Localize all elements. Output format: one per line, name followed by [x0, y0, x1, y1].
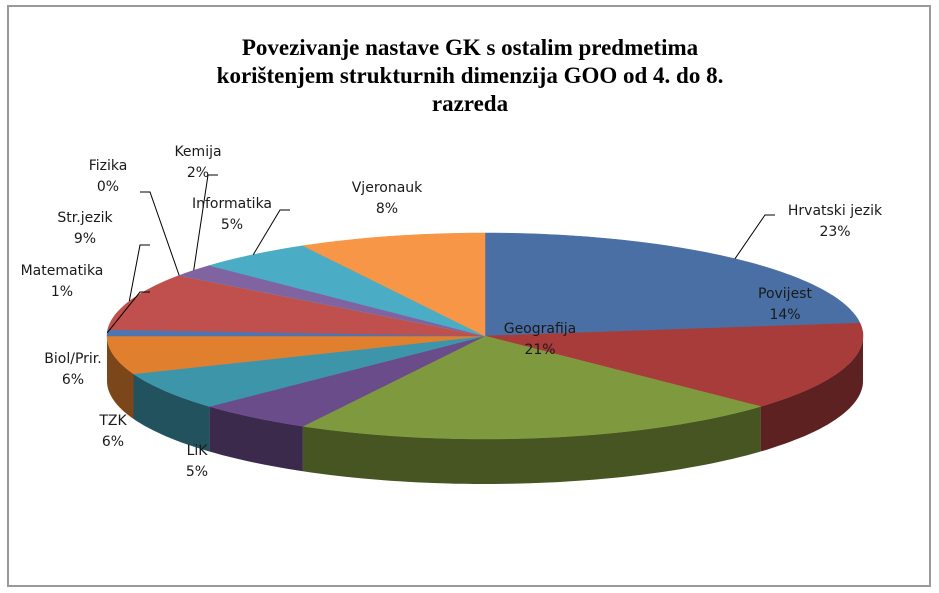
category-label: Fizika — [89, 158, 128, 174]
value-label: 8% — [376, 201, 398, 217]
value-label: 5% — [186, 464, 208, 480]
slice — [132, 335, 486, 407]
leader-line — [106, 291, 150, 334]
category-label: Biol/Prir. — [44, 351, 101, 367]
value-label: 6% — [102, 434, 124, 450]
category-label: TZK — [98, 413, 127, 429]
slice — [208, 245, 486, 337]
chart-title: Povezivanje nastave GK s ostalim predmet… — [242, 35, 699, 60]
category-label: Hrvatski jezik — [788, 203, 883, 219]
slice-side — [302, 406, 761, 484]
labels: Hrvatski jezik 23% Povijest 14% Geografija 21… — [21, 144, 883, 480]
leader-line — [734, 214, 775, 259]
leader-line — [128, 244, 150, 302]
category-label: Str.jezik — [57, 210, 113, 226]
category-label: Informatika — [192, 196, 272, 212]
category-label: Matematika — [21, 263, 104, 279]
chart-title: korištenjem strukturnih dimenzija GOO od… — [217, 63, 724, 88]
slice-side — [209, 406, 303, 472]
value-label: 2% — [187, 165, 209, 181]
slice-side — [107, 336, 134, 419]
category-label: LiK — [187, 443, 209, 459]
leader-line — [252, 209, 290, 255]
category-label: Povijest — [758, 286, 812, 302]
category-label: Kemija — [174, 144, 221, 160]
value-label: 21% — [524, 342, 555, 358]
slice — [208, 335, 486, 427]
value-label: 0% — [97, 179, 119, 195]
leader-line — [140, 191, 180, 276]
slice-side — [760, 336, 863, 452]
slice-side — [133, 373, 210, 452]
slice — [302, 335, 762, 440]
category-label: Vjeronauk — [352, 180, 423, 196]
value-label: 9% — [74, 231, 96, 247]
value-label: 14% — [769, 307, 800, 323]
value-label: 5% — [221, 217, 243, 233]
chart-title: razreda — [432, 91, 509, 116]
leader-line — [193, 174, 218, 271]
slice — [302, 232, 486, 337]
slice — [484, 322, 864, 407]
value-label: 1% — [51, 284, 73, 300]
value-label: 6% — [62, 372, 84, 388]
pie — [106, 232, 864, 484]
value-label: 23% — [819, 224, 850, 240]
slice — [106, 335, 486, 375]
category-label: Geografija — [504, 321, 577, 337]
